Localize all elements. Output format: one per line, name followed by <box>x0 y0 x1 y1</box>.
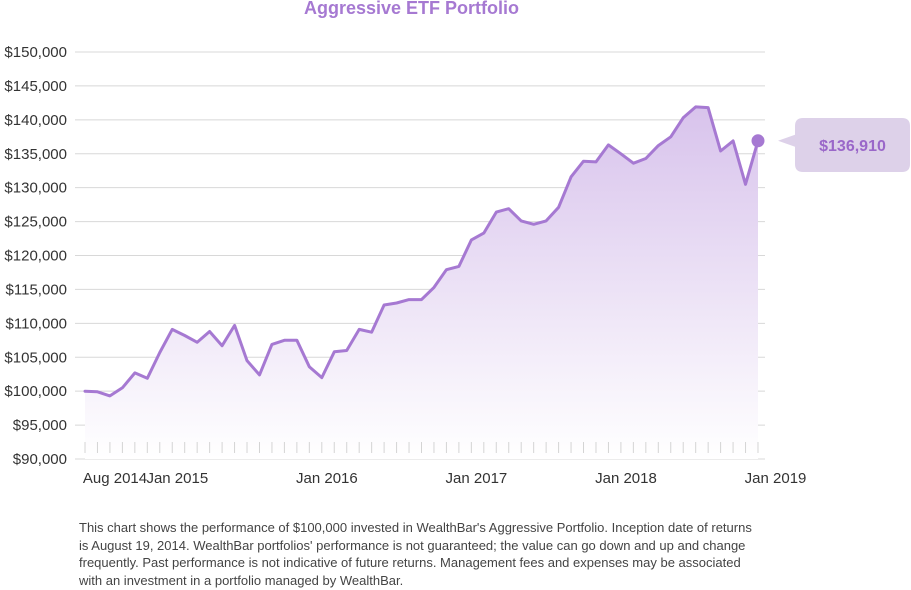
x-tick-label: Jan 2018 <box>595 470 657 487</box>
x-tick-label: Jan 2015 <box>146 470 208 487</box>
chart-canvas: $90,000 $95,000 $100,000 $105,000 $110,000 $1… <box>4 44 910 487</box>
callout-box <box>778 118 910 172</box>
x-tick-label: Jan 2017 <box>446 470 508 487</box>
y-axis-ticks: $90,000 $95,000 $100,000 $105,000 $110,000 $1… <box>4 44 67 468</box>
series-line <box>83 105 760 398</box>
area-fill-layer <box>83 105 765 460</box>
y-tick-label: $115,000 <box>6 281 67 298</box>
y-tick-label: $120,000 <box>4 248 67 265</box>
x-minor-ticks <box>84 442 759 453</box>
y-tick-label: $110,000 <box>6 315 67 332</box>
callout-label: $136,910 <box>819 138 886 155</box>
y-tick-label: $150,000 <box>4 44 67 61</box>
disclaimer-text: This chart shows the performance of $100… <box>79 520 752 588</box>
end-point-marker <box>751 134 765 148</box>
y-tick-label: $105,000 <box>4 349 67 366</box>
x-tick-label: Jan 2019 <box>745 470 807 487</box>
y-tick-label: $95,000 <box>13 417 67 434</box>
area-fill <box>85 106 758 460</box>
y-tick-label: $100,000 <box>4 383 67 400</box>
x-tick-label: Aug 2014 <box>83 470 147 487</box>
chart-title: Aggressive ETF Portfolio <box>303 0 520 18</box>
y-tick-label: $145,000 <box>4 78 67 95</box>
y-tick-label: $140,000 <box>4 112 67 129</box>
y-tick-label: $90,000 <box>13 451 67 468</box>
y-tick-label: $125,000 <box>4 214 67 231</box>
x-tick-label: Jan 2016 <box>296 470 358 487</box>
value-callout: $136,910 <box>778 118 910 172</box>
x-axis-ticks: Aug 2014 Jan 2015 Jan 2016 Jan 2017 Jan 2018… <box>83 470 807 487</box>
y-tick-label: $135,000 <box>4 146 67 163</box>
y-tick-label: $130,000 <box>4 180 67 197</box>
